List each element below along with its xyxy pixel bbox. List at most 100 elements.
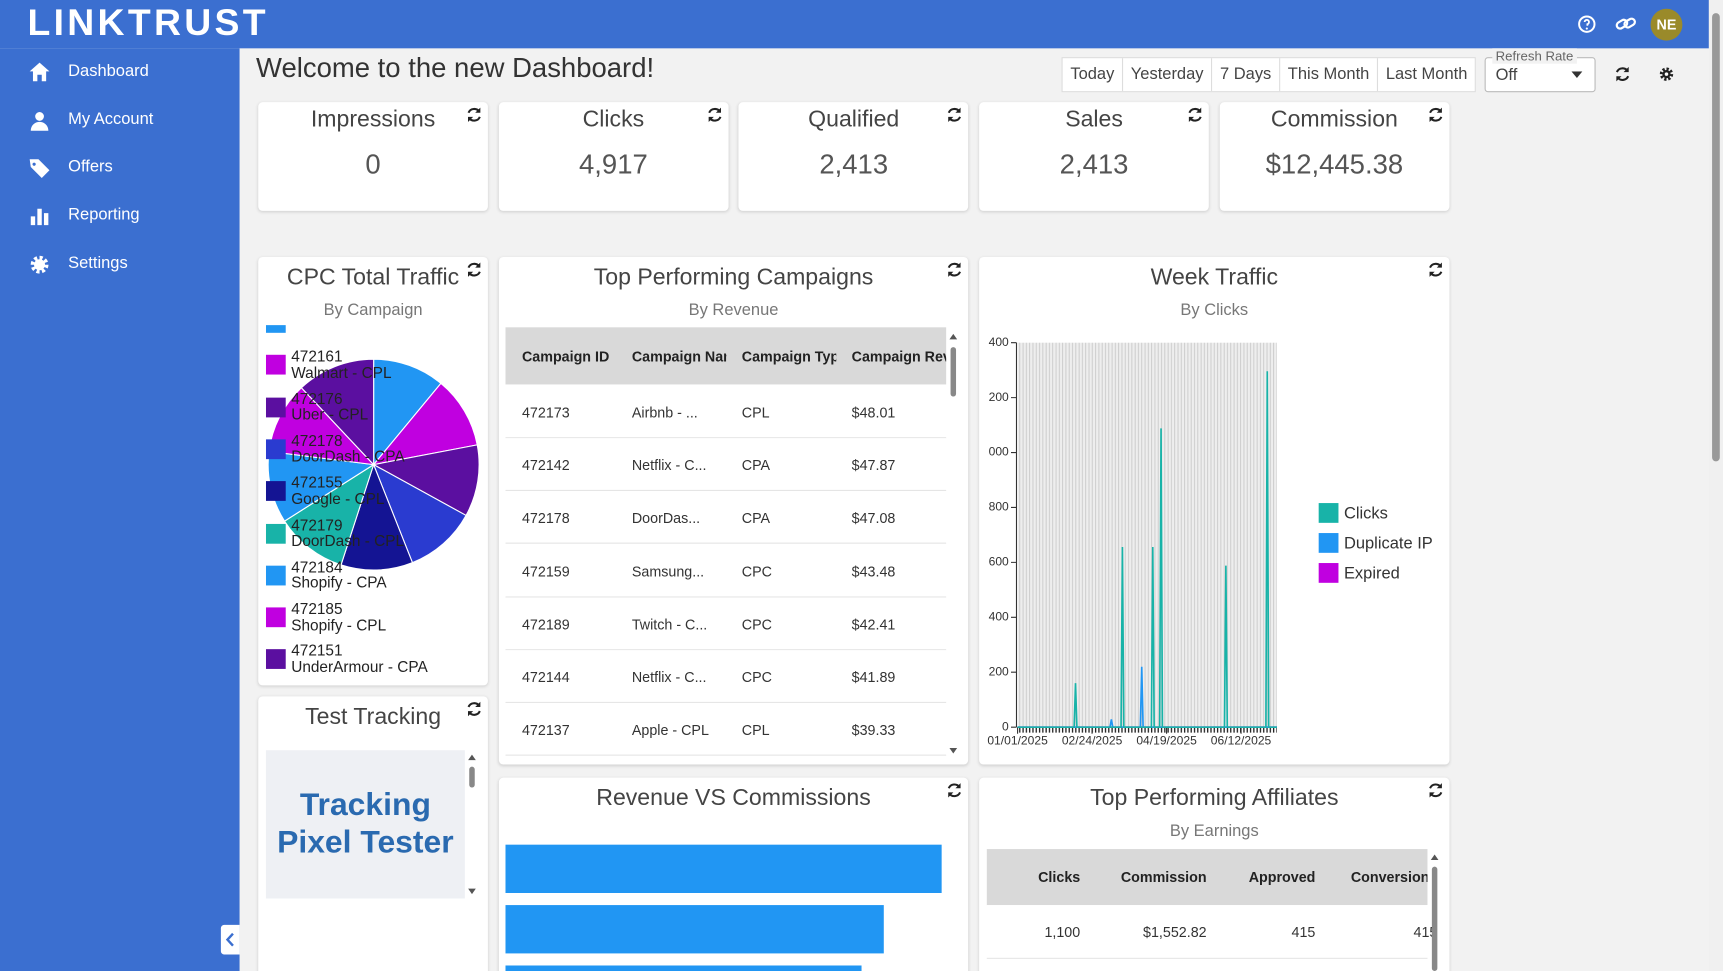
table-cell: $47.87	[851, 457, 896, 474]
link-icon[interactable]	[1614, 13, 1638, 35]
icon	[468, 262, 480, 276]
bar	[505, 965, 862, 971]
table-cell: 472189	[521, 615, 570, 633]
stat-card: Commission $12,445.38	[1219, 102, 1450, 211]
table-cell: 472178	[521, 510, 570, 527]
pie-slice	[372, 444, 480, 517]
y-tick-label: 000	[989, 445, 1009, 459]
refresh-icon[interactable]	[466, 701, 482, 717]
stat-value: 4,917	[579, 149, 648, 181]
icon-shape	[29, 159, 50, 179]
nav-item[interactable]: Reporting	[68, 205, 140, 225]
pie-slice	[340, 463, 414, 571]
line-chart: 0 200 400 600 800 000 200 400 01/01/2025 02/24/20…	[987, 335, 1432, 748]
chart-title: CPC Total Traffic	[286, 264, 460, 290]
refresh-icon[interactable]	[1187, 107, 1203, 123]
filter-button[interactable]: This Month	[1278, 58, 1377, 92]
table-cell: Airbnb - ...	[631, 404, 698, 421]
pie-slice	[372, 382, 478, 466]
scroll-thumb[interactable]	[1712, 13, 1720, 462]
table-cell: CPA	[741, 510, 771, 527]
icon	[468, 108, 480, 122]
table-title: Top Performing Affiliates	[1090, 785, 1339, 811]
stat-card: Sales 2,413	[979, 102, 1209, 211]
stat-card: Qualified 2,413	[738, 102, 969, 211]
stat-label: Sales	[1065, 106, 1123, 132]
x-tick-label: 02/24/2025	[1062, 734, 1123, 748]
pie-slice	[300, 358, 375, 467]
icon-shape	[29, 62, 50, 82]
icon-shape	[30, 111, 49, 131]
collapse-button[interactable]	[220, 924, 240, 955]
minor-ticks	[1017, 727, 1277, 733]
stat-value: $12,445.38	[1265, 149, 1404, 181]
table-cell: Twitch - C...	[631, 615, 708, 633]
legend-swatch	[265, 481, 286, 502]
x-tick-label: 04/19/2025	[1136, 734, 1197, 748]
icon	[1429, 108, 1441, 122]
help-icon[interactable]	[1576, 13, 1598, 35]
table-cell: 472173	[521, 404, 570, 421]
nav-item[interactable]: Dashboard	[68, 61, 149, 81]
scrollbar	[1708, 0, 1723, 971]
refresh-label: Refresh Rate	[1492, 48, 1577, 64]
filter-button[interactable]: Today	[1070, 64, 1115, 84]
refresh-icon[interactable]	[946, 261, 962, 277]
table-cell: Samsung...	[631, 563, 705, 580]
legend-label: Expired	[1344, 564, 1400, 582]
bar	[505, 905, 884, 954]
nav-item[interactable]: Settings	[68, 253, 128, 273]
table-row: 472173 Airbnb - ... CPL $48.01	[505, 385, 947, 439]
nav-item[interactable]: Offers	[68, 157, 113, 177]
y-tick-label: 400	[989, 335, 1009, 349]
table-cell: CPC	[741, 615, 772, 633]
legend-label: 472176 Uber - CPL	[291, 389, 369, 423]
y-tick-label: 400	[989, 609, 1009, 623]
pie-slice	[373, 358, 442, 467]
table-cell: Netflix - C...	[631, 457, 707, 474]
filter-button[interactable]: Yesterday	[1122, 58, 1211, 92]
legend-swatch	[265, 355, 286, 375]
refresh-icon[interactable]	[947, 107, 963, 123]
table-cell: Netflix - C...	[631, 668, 707, 686]
legend-label: 472178 DoorDash - CPA	[291, 431, 405, 466]
table-scrollbar	[1430, 854, 1439, 971]
table-cell: CPC	[741, 563, 772, 580]
table-cell: 415	[1291, 923, 1316, 941]
table-row: 472137 Apple - CPL CPL $39.33	[505, 703, 947, 756]
refresh-icon[interactable]	[1614, 66, 1630, 82]
bar	[505, 844, 942, 893]
legend-swatch	[265, 649, 286, 670]
legend-swatch	[265, 439, 286, 460]
icon-shape	[30, 208, 49, 226]
refresh-icon[interactable]	[466, 261, 482, 277]
icon	[948, 262, 960, 276]
table-subtitle: By Revenue	[688, 300, 779, 320]
card-title: Test Tracking	[305, 704, 442, 730]
sidebar	[0, 48, 240, 971]
refresh-icon[interactable]	[1427, 107, 1443, 123]
refresh-icon[interactable]	[1427, 782, 1443, 798]
legend-swatch	[265, 325, 286, 333]
refresh-icon[interactable]	[466, 107, 482, 123]
refresh-value: Off	[1495, 65, 1518, 85]
table-subtitle: By Earnings	[1169, 821, 1259, 841]
nav-item[interactable]: My Account	[68, 109, 154, 129]
table-cell: $1,552.82	[1143, 923, 1207, 941]
settings-icon[interactable]	[1658, 66, 1674, 82]
filter-button[interactable]: 7 Days	[1211, 58, 1279, 92]
tracker-text[interactable]: Tracking Pixel Tester	[277, 787, 454, 860]
scroll-arrows	[949, 333, 958, 754]
stat-value: 2,413	[1059, 149, 1129, 181]
nav-icon	[29, 62, 50, 82]
stat-label: Commission	[1270, 106, 1398, 132]
stat-card: Clicks 4,917	[498, 102, 729, 211]
y-tick-label: 200	[989, 390, 1009, 404]
avatar[interactable]: NE	[1650, 8, 1683, 41]
stat-card: Impressions 0	[258, 102, 488, 211]
table-cell: Apple - CPL	[631, 721, 709, 739]
filter-button[interactable]: Last Month	[1377, 58, 1475, 92]
legend-label: 472151 UnderArmour - CPA	[291, 641, 428, 676]
refresh-icon[interactable]	[706, 107, 722, 123]
